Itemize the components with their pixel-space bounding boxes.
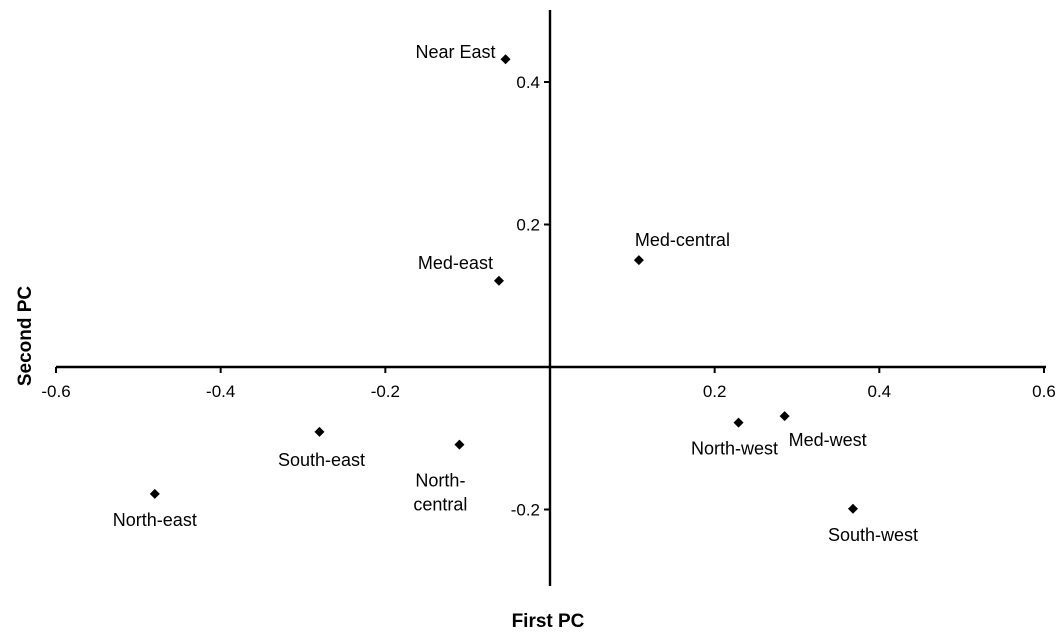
x-axis-title: First PC — [512, 611, 585, 632]
ticks: -0.6 -0.4 -0.2 0.2 0.4 0.6 0.4 0.2 -0.2 — [41, 73, 1055, 520]
x-tick-label: -0.6 — [41, 382, 70, 401]
data-point-marker — [847, 503, 858, 514]
data-points — [149, 54, 858, 514]
data-point-marker — [500, 54, 511, 65]
point-label: Med-east — [418, 253, 493, 273]
x-tick-label: 0.6 — [1032, 382, 1056, 401]
data-point-marker — [314, 426, 325, 437]
data-point-marker — [779, 411, 790, 422]
x-tick-label: -0.2 — [371, 382, 400, 401]
point-label: Med-central — [635, 230, 730, 250]
point-label: South-east — [278, 450, 365, 470]
point-label: North-west — [691, 439, 778, 459]
data-point-marker — [733, 417, 744, 428]
point-labels: Near East Med-east Med-central South-east No… — [113, 42, 918, 545]
data-point-marker — [149, 488, 160, 499]
point-label: North-central — [413, 471, 467, 515]
axes — [56, 10, 1046, 586]
y-axis-title: Second PC — [15, 286, 36, 387]
point-label: North-east — [113, 510, 197, 530]
point-label: Near East — [415, 42, 495, 62]
x-tick-label: 0.4 — [867, 382, 891, 401]
data-point-marker — [493, 275, 504, 286]
point-label: Med-west — [789, 430, 867, 450]
y-tick-label: -0.2 — [511, 501, 540, 520]
data-point-marker — [633, 255, 644, 266]
y-tick-label: 0.2 — [516, 216, 540, 235]
x-tick-label: 0.2 — [703, 382, 727, 401]
data-point-marker — [454, 439, 465, 450]
x-tick-label: -0.4 — [206, 382, 235, 401]
y-tick-label: 0.4 — [516, 73, 540, 92]
point-label: South-west — [828, 525, 918, 545]
